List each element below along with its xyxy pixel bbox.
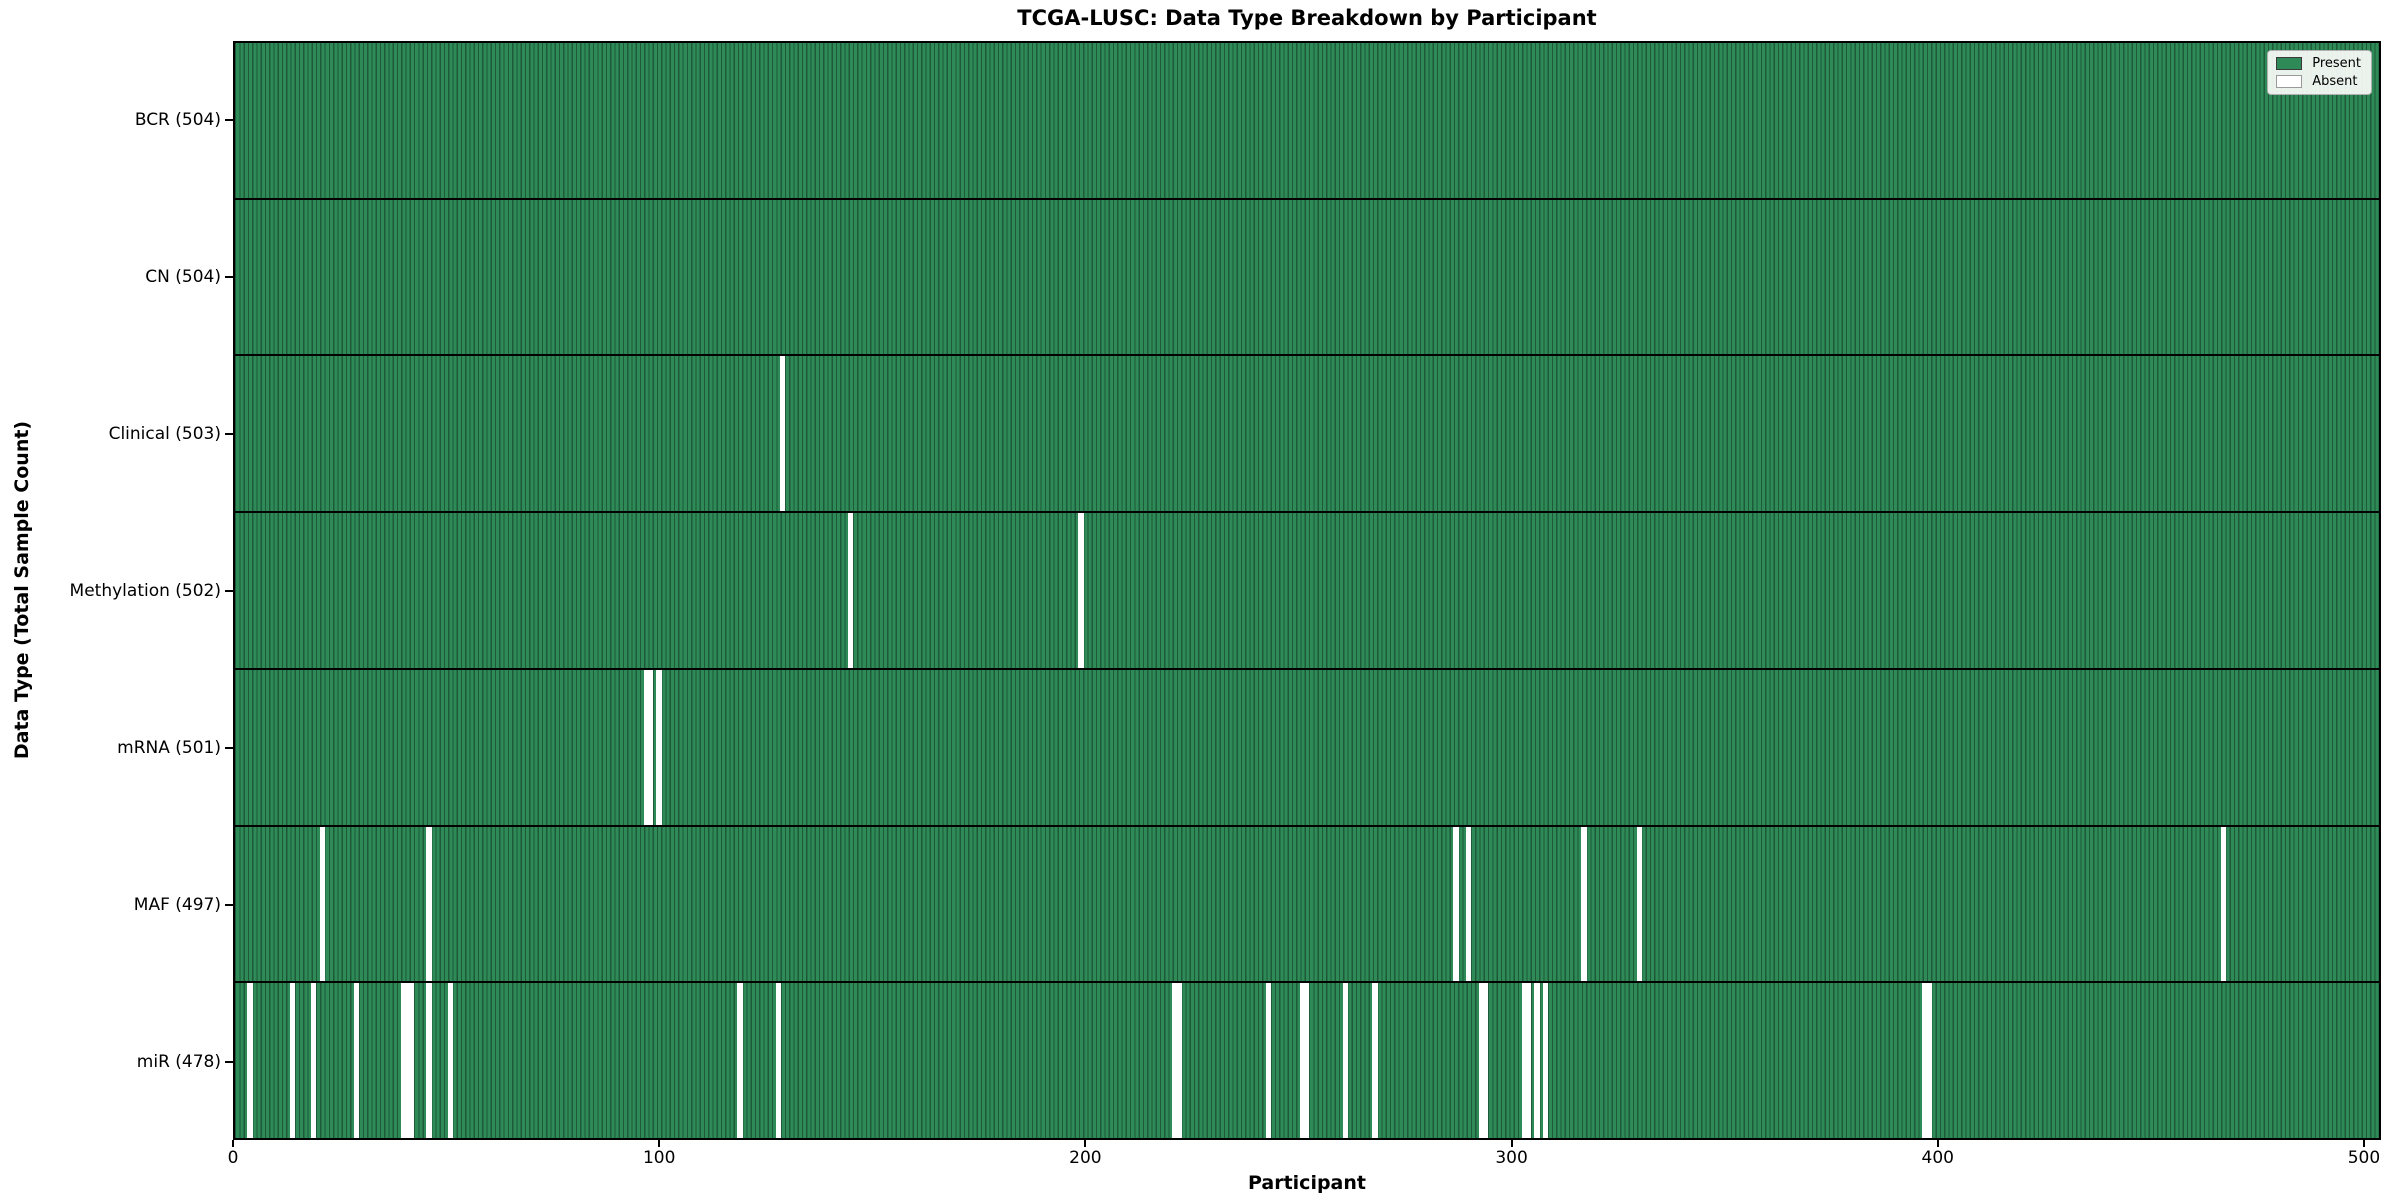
x-tick-labels: 0 100 200 300 400 500	[228, 1146, 2381, 1170]
absent-gap	[1542, 983, 1549, 1139]
absent-gap	[404, 983, 411, 1139]
absent-gap	[426, 983, 432, 1139]
row-mRNA	[235, 667, 2379, 825]
absent-gap	[353, 983, 360, 1139]
absent-gap	[2220, 826, 2226, 982]
y-tick-label-mRNA: mRNA (501)	[117, 737, 221, 758]
absent-gap	[1466, 826, 1472, 982]
x-tick-label-300: 300	[1495, 1148, 1528, 1168]
x-tick-label-200: 200	[1069, 1148, 1102, 1168]
absent-gap	[780, 356, 786, 512]
absent-gap	[409, 983, 415, 1139]
absent-gap	[289, 983, 296, 1139]
legend-swatch-absent	[2276, 75, 2303, 88]
absent-gap	[1581, 826, 1587, 982]
legend: Present Absent	[2267, 50, 2372, 95]
y-tick-mark	[225, 903, 233, 906]
chart-title: TCGA-LUSC: Data Type Breakdown by Partic…	[1017, 6, 1597, 30]
absent-gap	[1176, 983, 1182, 1139]
absent-gap	[319, 826, 325, 982]
row-miR	[235, 981, 2379, 1139]
y-tick-labels: BCR (504) CN (504) Clinical (503) Methylati…	[0, 41, 225, 1140]
absent-gap	[1478, 983, 1485, 1139]
absent-gap	[775, 983, 781, 1139]
absent-gap	[426, 826, 432, 982]
y-tick-label-Clinical: Clinical (503)	[108, 423, 221, 444]
absent-gap	[1534, 983, 1540, 1139]
absent-gap	[1926, 983, 1932, 1139]
legend-label: Present	[2312, 56, 2361, 71]
x-tick-label-500: 500	[2347, 1148, 2381, 1168]
y-tick-label-miR: miR (478)	[136, 1051, 221, 1072]
y-tick-mark	[225, 275, 233, 278]
absent-gap	[848, 513, 854, 668]
absent-gap	[647, 669, 654, 825]
row-CN	[235, 197, 2379, 355]
absent-gap	[1922, 983, 1928, 1139]
absent-gap	[1304, 983, 1310, 1139]
x-tick-label-100: 100	[642, 1148, 676, 1168]
absent-gap	[1483, 983, 1489, 1139]
row-Clinical	[235, 354, 2379, 512]
absent-gap	[643, 669, 649, 825]
absent-gap	[1342, 983, 1348, 1139]
absent-gap	[1299, 983, 1306, 1139]
legend-swatch-present	[2276, 57, 2303, 70]
absent-gap	[1078, 513, 1084, 668]
absent-gap	[1265, 983, 1272, 1139]
absent-gap	[311, 983, 317, 1139]
row-Methylation	[235, 511, 2379, 668]
x-axis-label: Participant	[1247, 1172, 1366, 1194]
y-tick-label-BCR: BCR (504)	[134, 109, 221, 130]
absent-gap	[1172, 983, 1178, 1139]
absent-gap	[1453, 826, 1459, 982]
absent-gap	[1521, 983, 1527, 1139]
y-tick-mark	[225, 118, 233, 121]
x-tick-label-0: 0	[227, 1148, 239, 1168]
x-tick-label-400: 400	[1921, 1148, 1954, 1168]
y-tick-label-Methylation: Methylation (502)	[69, 580, 221, 601]
absent-gap	[737, 983, 743, 1139]
row-MAF	[235, 824, 2379, 982]
legend-entry-present: Present	[2276, 57, 2361, 70]
y-tick-label-CN: CN (504)	[145, 266, 221, 287]
absent-gap	[447, 983, 453, 1139]
y-tick-mark	[225, 746, 233, 749]
absent-gap	[1525, 983, 1532, 1139]
y-tick-label-MAF: MAF (497)	[133, 894, 221, 915]
absent-gap	[247, 983, 253, 1139]
y-tick-mark	[225, 432, 233, 435]
row-BCR	[235, 43, 2379, 198]
absent-gap	[1372, 983, 1378, 1139]
y-tick-mark	[225, 589, 233, 592]
legend-entry-absent: Absent	[2276, 75, 2361, 88]
absent-gap	[656, 669, 662, 825]
plot-area: Present Absent	[233, 41, 2381, 1140]
rows-container	[235, 43, 2379, 1139]
absent-gap	[1636, 826, 1642, 982]
y-tick-mark	[225, 1060, 233, 1063]
legend-label: Absent	[2312, 74, 2358, 89]
absent-gap	[400, 983, 406, 1139]
